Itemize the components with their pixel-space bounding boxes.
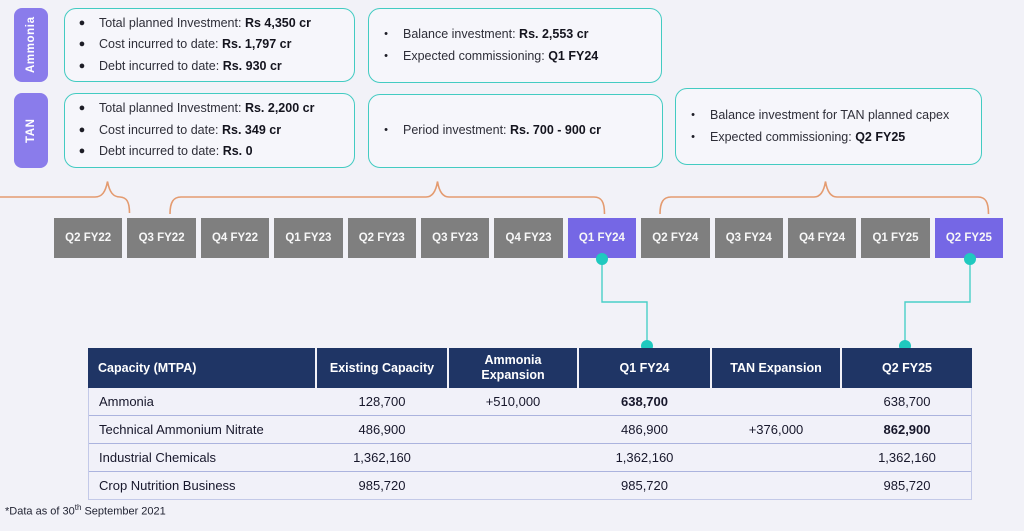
bullet-item: ● Total planned Investment: Rs. 2,200 cr — [65, 98, 344, 120]
bullet-text: Cost incurred to date: Rs. 349 cr — [99, 122, 282, 137]
table-row-technical-ammonium-nitrate: Technical Ammonium Nitrate 486,900 486,9… — [89, 416, 971, 444]
bullet-text: Period investment: Rs. 700 - 900 cr — [403, 123, 602, 138]
timeline-chip-q2-fy24: Q2 FY24 — [641, 218, 710, 258]
cell-value — [448, 472, 578, 499]
cell-value: 128,700 — [358, 394, 406, 409]
bullet-icon: ● — [78, 38, 86, 51]
cell-value — [711, 388, 841, 415]
bullet-item: ● Cost incurred to date: Rs. 1,797 cr — [65, 34, 344, 56]
bullet-text: Expected commissioning: Q1 FY24 — [403, 48, 599, 63]
col-header-capacity: Capacity (MTPA) — [88, 348, 315, 388]
callout-tan-balance: • Balance investment for TAN planned cape… — [675, 88, 982, 165]
bullet-icon: • — [691, 109, 695, 121]
callout-ammonia-balance: • Balance investment: Rs. 2,553 cr • Expec… — [368, 8, 662, 83]
callout-ammonia-investment: ● Total planned Investment: Rs 4,350 cr ●… — [64, 8, 355, 82]
cell-value — [448, 416, 578, 443]
bullet-item: • Expected commissioning: Q1 FY24 — [369, 46, 651, 68]
brace-tan-balance — [659, 181, 990, 215]
timeline-chip-q3-fy23: Q3 FY23 — [420, 218, 490, 258]
table-row-ammonia: Ammonia 128,700 +510,000 638,700 638,700 — [89, 388, 971, 416]
cell-value: 985,720 — [621, 478, 668, 493]
timeline-chip-q2-fy22: Q2 FY22 — [54, 218, 123, 258]
timeline-chip-q1-fy24: Q1 FY24 — [567, 218, 637, 258]
footnote: *Data as of 30th September 2021 — [5, 503, 166, 518]
callout-tan-investment: ● Total planned Investment: Rs. 2,200 cr … — [64, 93, 355, 168]
col-header-q1fy24: Q1 FY24 — [577, 348, 710, 388]
cell-value: 486,900 — [621, 422, 668, 437]
cell-value: 985,720 — [883, 478, 931, 493]
cell-value — [448, 444, 578, 471]
bullet-item: ● Debt incurred to date: Rs. 0 — [65, 141, 344, 163]
bullet-text: Debt incurred to date: Rs. 930 cr — [99, 58, 282, 73]
bullet-text: Total planned Investment: Rs. 2,200 cr — [99, 101, 315, 116]
bullet-text: Total planned Investment: Rs 4,350 cr — [99, 15, 311, 30]
callout-period-investment: • Period investment: Rs. 700 - 900 cr — [368, 94, 663, 168]
brace-period-investment — [169, 181, 606, 215]
timeline-chip-q4-fy22: Q4 FY22 — [200, 218, 270, 258]
cell-value — [711, 472, 841, 499]
bullet-icon: • — [384, 28, 388, 40]
bullet-item: ● Total planned Investment: Rs 4,350 cr — [65, 13, 344, 35]
cell-value: 486,900 — [358, 422, 406, 437]
col-header-existing-capacity: Existing Capacity — [315, 348, 447, 388]
timeline-chip-q1-fy23: Q1 FY23 — [274, 218, 343, 258]
bullet-icon: ● — [78, 145, 86, 158]
bullet-item: ● Cost incurred to date: Rs. 349 cr — [65, 120, 344, 142]
timeline-chip-q1-fy25: Q1 FY25 — [861, 218, 930, 258]
brace-pre-q3fy22 — [0, 181, 131, 214]
timeline-chip-q2-fy23: Q2 FY23 — [347, 218, 416, 258]
table-header-row: Capacity (MTPA) Existing Capacity Ammoni… — [88, 348, 972, 388]
bullet-item: • Balance investment: Rs. 2,553 cr — [369, 24, 651, 46]
timeline-chip-q4-fy24: Q4 FY24 — [787, 218, 857, 258]
cell-value: 1,362,160 — [878, 450, 936, 465]
col-header-q2fy25: Q2 FY25 — [840, 348, 972, 388]
bullet-item: • Balance investment for TAN planned cape… — [676, 105, 971, 127]
cell-value: 862,900 — [883, 422, 931, 437]
col-header-ammonia-expansion: Ammonia Expansion — [447, 348, 577, 388]
col-header-tan-expansion: TAN Expansion — [710, 348, 840, 388]
cell-value: 638,700 — [621, 394, 668, 409]
timeline-chip-q3-fy24: Q3 FY24 — [714, 218, 783, 258]
timeline-chip-q4-fy23: Q4 FY23 — [494, 218, 563, 258]
timeline-chip-q2-fy25: Q2 FY25 — [934, 218, 1004, 258]
connector-q2fy25 — [904, 258, 971, 346]
cell-value: +510,000 — [485, 394, 541, 409]
bullet-text: Cost incurred to date: Rs. 1,797 cr — [99, 37, 292, 52]
cell-value: 1,362,160 — [353, 450, 411, 465]
cell-category: Ammonia — [99, 394, 154, 409]
bullet-item: • Expected commissioning: Q2 FY25 — [676, 127, 971, 149]
bullet-text: Balance investment: Rs. 2,553 cr — [403, 27, 589, 41]
bullet-icon: • — [691, 130, 695, 143]
bullet-icon: ● — [78, 102, 86, 115]
bullet-icon: ● — [78, 123, 86, 136]
timeline: Q2 FY22 Q3 FY22 Q4 FY22 Q1 FY23 Q2 FY23 … — [54, 218, 1004, 258]
ammonia-label: Ammonia — [14, 8, 48, 82]
bullet-item: ● Debt incurred to date: Rs. 930 cr — [65, 56, 344, 78]
bullet-icon: ● — [78, 59, 86, 72]
bullet-icon: • — [384, 124, 388, 137]
tan-label: TAN — [14, 93, 48, 168]
cell-category: Technical Ammonium Nitrate — [99, 422, 264, 437]
cell-value: +376,000 — [748, 422, 804, 437]
bullet-icon: ● — [78, 16, 86, 29]
capacity-table: Capacity (MTPA) Existing Capacity Ammoni… — [88, 348, 972, 500]
table-row-industrial-chemicals: Industrial Chemicals 1,362,160 1,362,160… — [89, 444, 971, 472]
connector-q1fy24 — [601, 258, 648, 346]
cell-value — [711, 444, 841, 471]
table-row-crop-nutrition-business: Crop Nutrition Business 985,720 985,720 … — [89, 472, 971, 499]
bullet-item: • Period investment: Rs. 700 - 900 cr — [369, 120, 652, 142]
cell-value: 985,720 — [358, 478, 406, 493]
timeline-chip-q3-fy22: Q3 FY22 — [127, 218, 196, 258]
cell-value: 638,700 — [883, 394, 931, 409]
bullet-text: Balance investment for TAN planned capex — [710, 108, 950, 122]
bullet-icon: • — [384, 49, 388, 62]
cell-category: Crop Nutrition Business — [99, 478, 236, 493]
cell-category: Industrial Chemicals — [99, 450, 217, 465]
table-body: Ammonia 128,700 +510,000 638,700 638,700… — [88, 388, 972, 500]
bullet-text: Expected commissioning: Q2 FY25 — [710, 129, 906, 144]
cell-value: 1,362,160 — [615, 450, 674, 465]
bullet-text: Debt incurred to date: Rs. 0 — [99, 144, 253, 159]
